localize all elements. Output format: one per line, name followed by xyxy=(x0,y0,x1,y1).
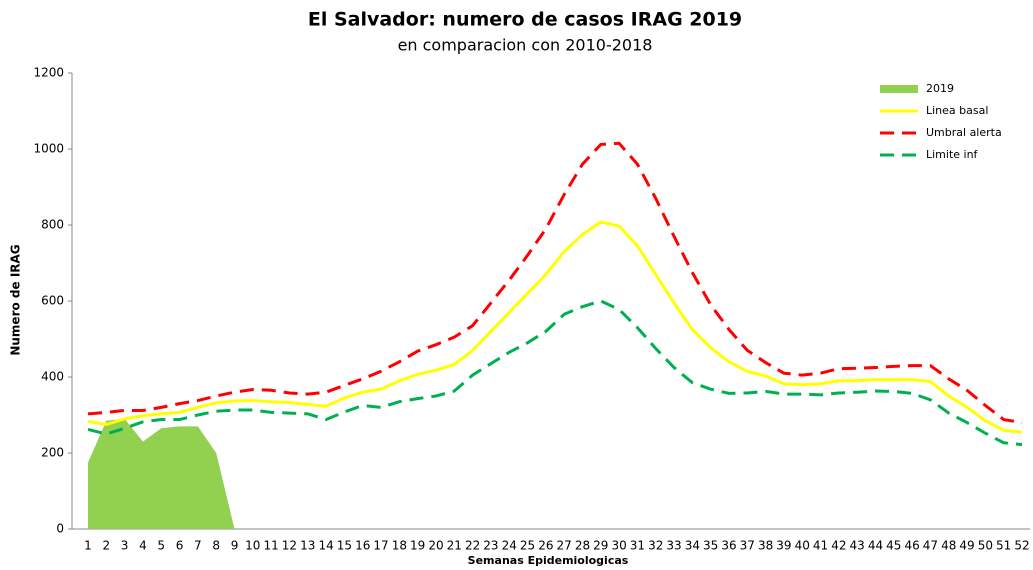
x-tick-label: 43 xyxy=(850,539,865,553)
x-tick-label: 49 xyxy=(959,539,974,553)
x-tick-label: 38 xyxy=(758,539,773,553)
x-tick-label: 48 xyxy=(941,539,956,553)
x-tick-label: 44 xyxy=(868,539,883,553)
x-tick-label: 25 xyxy=(520,539,535,553)
chart-title: El Salvador: numero de casos IRAG 2019 xyxy=(308,9,742,31)
x-tick-label: 19 xyxy=(410,539,425,553)
y-tick-label: 1200 xyxy=(33,66,64,80)
x-tick-label: 37 xyxy=(740,539,755,553)
y-tick-label: 200 xyxy=(41,446,64,460)
x-tick-label: 45 xyxy=(886,539,901,553)
legend-label: 2019 xyxy=(926,82,954,95)
x-tick-label: 17 xyxy=(373,539,388,553)
x-tick-label: 50 xyxy=(978,539,993,553)
x-tick-label: 6 xyxy=(176,539,184,553)
x-tick-label: 8 xyxy=(212,539,220,553)
x-tick-label: 18 xyxy=(392,539,407,553)
x-tick-label: 28 xyxy=(575,539,590,553)
y-tick-label: 0 xyxy=(56,522,64,536)
x-axis-label: Semanas Epidemiologicas xyxy=(468,554,629,567)
x-tick-label: 3 xyxy=(121,539,129,553)
y-tick-label: 600 xyxy=(41,294,64,308)
x-tick-label: 35 xyxy=(703,539,718,553)
x-tick-label: 22 xyxy=(465,539,480,553)
x-tick-label: 46 xyxy=(904,539,919,553)
x-tick-label: 4 xyxy=(139,539,147,553)
x-tick-label: 1 xyxy=(84,539,92,553)
x-tick-label: 52 xyxy=(1014,539,1029,553)
series-line xyxy=(87,299,1023,447)
x-tick-label: 15 xyxy=(337,539,352,553)
x-tick-label: 5 xyxy=(157,539,165,553)
x-tick-label: 31 xyxy=(630,539,645,553)
legend-label: Linea basal xyxy=(926,104,988,117)
y-axis-label: Numero de IRAG xyxy=(9,244,23,355)
series-line xyxy=(87,141,1023,425)
x-tick-label: 42 xyxy=(831,539,846,553)
x-tick-label: 30 xyxy=(611,539,626,553)
x-tick-label: 7 xyxy=(194,539,202,553)
legend-label: Limite inf xyxy=(926,148,979,161)
x-tick-label: 47 xyxy=(923,539,938,553)
y-tick-label: 800 xyxy=(41,218,64,232)
x-tick-label: 32 xyxy=(648,539,663,553)
x-tick-label: 40 xyxy=(795,539,810,553)
x-tick-label: 39 xyxy=(776,539,791,553)
x-tick-label: 23 xyxy=(483,539,498,553)
x-tick-label: 27 xyxy=(557,539,572,553)
x-tick-label: 2 xyxy=(102,539,110,553)
area-2019 xyxy=(88,418,235,529)
x-tick-label: 10 xyxy=(245,539,260,553)
x-tick-label: 24 xyxy=(502,539,517,553)
x-tick-label: 9 xyxy=(231,539,239,553)
chart-subtitle: en comparacion con 2010-2018 xyxy=(398,36,653,55)
series-line xyxy=(87,220,1023,434)
x-tick-label: 16 xyxy=(355,539,370,553)
x-tick-label: 12 xyxy=(282,539,297,553)
legend-label: Umbral alerta xyxy=(926,126,1002,139)
x-tick-label: 33 xyxy=(666,539,681,553)
x-tick-label: 26 xyxy=(538,539,553,553)
legend-swatch xyxy=(880,85,918,93)
x-tick-label: 29 xyxy=(593,539,608,553)
x-tick-label: 13 xyxy=(300,539,315,553)
x-tick-label: 41 xyxy=(813,539,828,553)
x-tick-label: 36 xyxy=(721,539,736,553)
x-tick-label: 21 xyxy=(447,539,462,553)
y-tick-label: 1000 xyxy=(33,142,64,156)
x-tick-label: 51 xyxy=(996,539,1011,553)
y-tick-label: 400 xyxy=(41,370,64,384)
x-tick-label: 14 xyxy=(318,539,333,553)
x-tick-label: 20 xyxy=(428,539,443,553)
x-tick-label: 11 xyxy=(263,539,278,553)
x-tick-label: 34 xyxy=(685,539,700,553)
